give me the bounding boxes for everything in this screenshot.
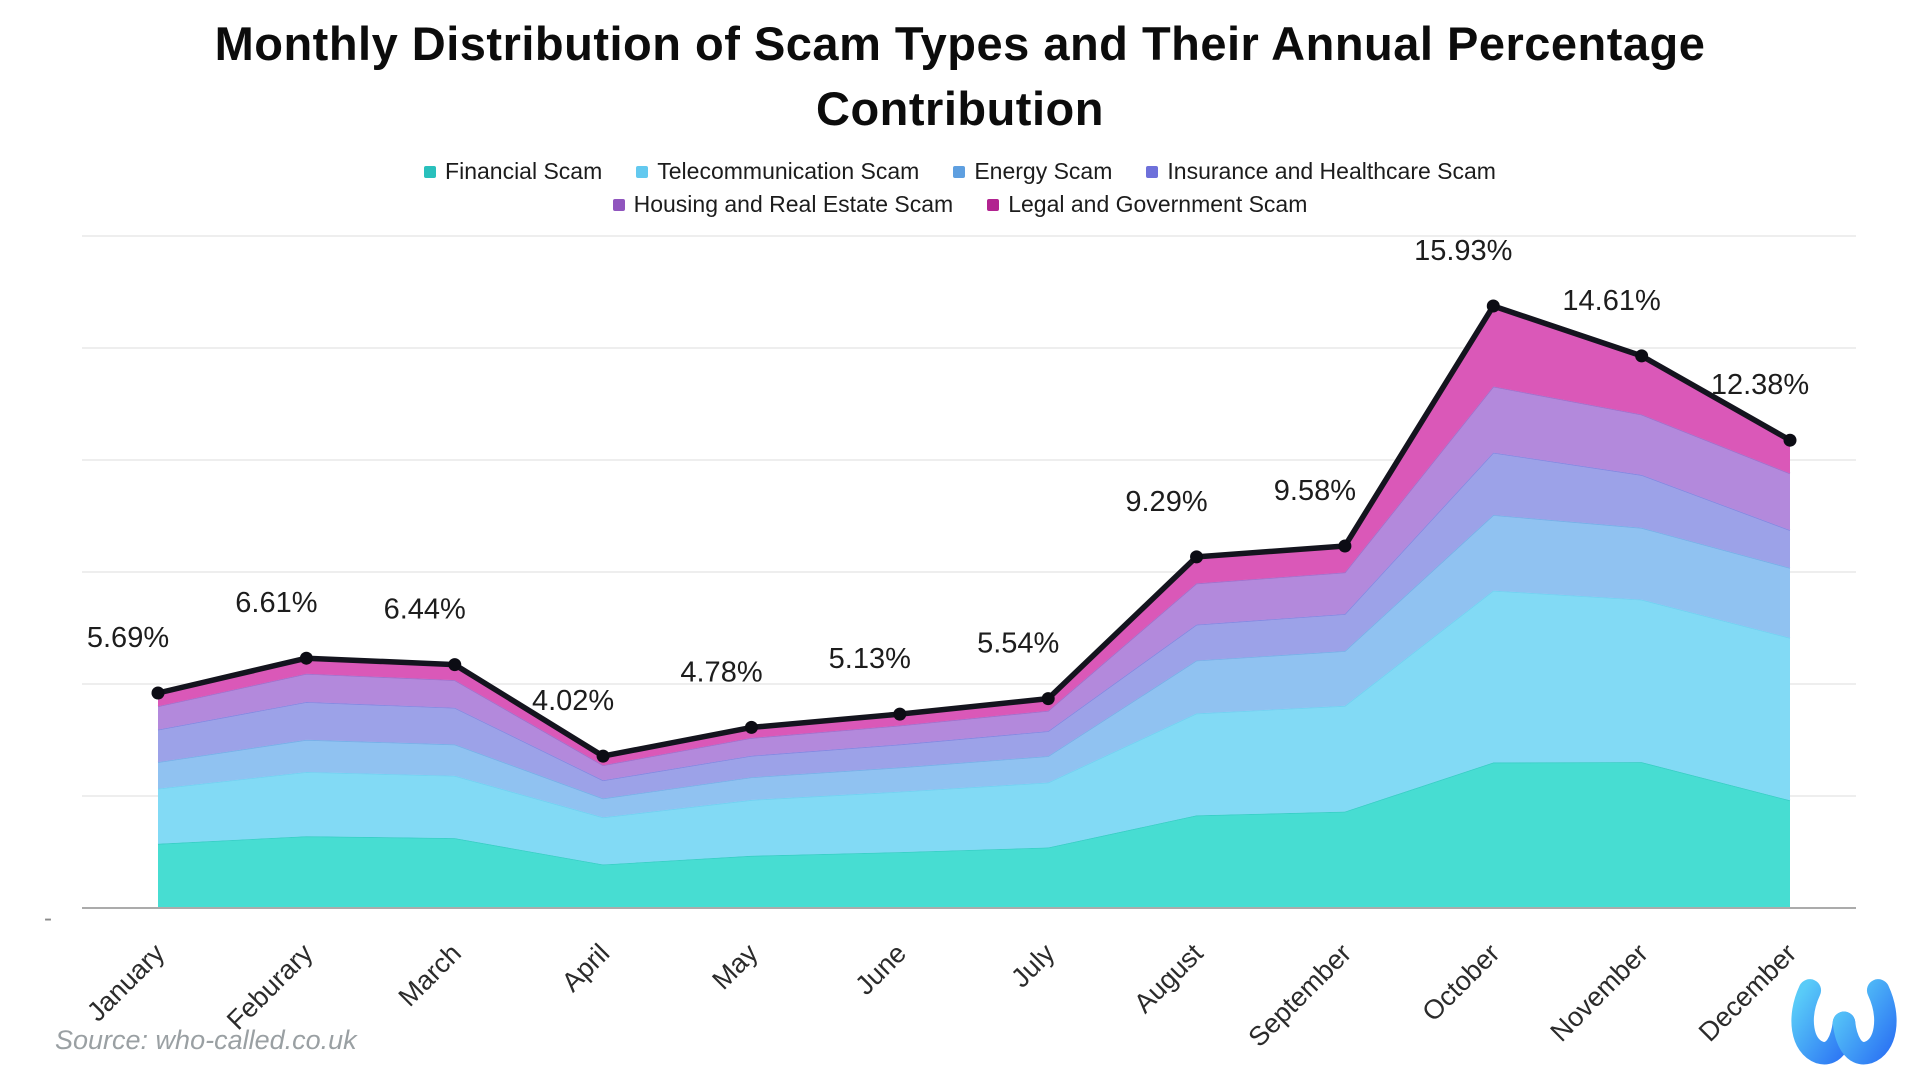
x-axis-label-august: August: [1128, 938, 1209, 1019]
x-axis-label-march: March: [393, 938, 467, 1012]
x-axis-label-may: May: [706, 938, 764, 996]
data-point-august: [1190, 550, 1204, 564]
legend-swatch-energy-scam: [953, 165, 966, 178]
legend-label-insurance-and-healthcare-scam: Insurance and Healthcare Scam: [1167, 158, 1496, 184]
x-axis-label-november: November: [1545, 938, 1654, 1047]
area-financial-scam: [158, 762, 1790, 908]
x-axis-label-april: April: [556, 938, 615, 997]
x-axis-label-december: December: [1693, 938, 1802, 1047]
legend-item-telecommunication-scam: Telecommunication Scam: [636, 158, 919, 185]
data-point-january: [151, 686, 165, 700]
data-point-march: [448, 658, 462, 672]
legend-swatch-insurance-and-healthcare-scam: [1146, 165, 1159, 178]
data-label-august: 9.29%: [1125, 486, 1207, 518]
legend-item-legal-and-government-scam: Legal and Government Scam: [987, 191, 1307, 218]
data-label-feburary: 6.61%: [235, 587, 317, 619]
legend-swatch-telecommunication-scam: [636, 165, 649, 178]
data-label-october: 15.93%: [1414, 235, 1512, 267]
data-label-january: 5.69%: [87, 622, 169, 654]
data-label-december: 12.38%: [1711, 369, 1809, 401]
data-label-september: 9.58%: [1274, 475, 1356, 507]
legend-label-energy-scam: Energy Scam: [974, 158, 1113, 184]
chart-title-line2: Contribution: [816, 81, 1104, 135]
legend-label-housing-and-real-estate-scam: Housing and Real Estate Scam: [633, 191, 954, 217]
data-point-feburary: [299, 651, 313, 665]
x-axis-label-january: January: [81, 938, 170, 1027]
total-line: [155, 303, 1793, 759]
chart-title: Monthly Distribution of Scam Types and T…: [0, 12, 1920, 142]
y-axis-tick-dash: -: [44, 905, 52, 932]
data-label-march: 6.44%: [384, 594, 466, 626]
data-label-june: 5.13%: [829, 643, 911, 675]
data-point-april: [596, 749, 610, 763]
legend-swatch-housing-and-real-estate-scam: [612, 198, 625, 211]
x-axis-label-september: September: [1243, 938, 1358, 1053]
legend-label-financial-scam: Financial Scam: [445, 158, 603, 184]
area-telecommunication-scam: [158, 590, 1790, 865]
data-label-may: 4.78%: [680, 656, 762, 688]
legend-swatch-legal-and-government-scam: [987, 198, 1000, 211]
legend-swatch-financial-scam: [424, 165, 437, 178]
data-point-july: [1041, 692, 1055, 706]
data-point-december: [1783, 433, 1797, 447]
area-insurance-and-healthcare-scam: [158, 452, 1790, 799]
data-label-april: 4.02%: [532, 685, 614, 717]
legend-item-energy-scam: Energy Scam: [953, 158, 1112, 185]
x-axis-label-october: October: [1416, 938, 1505, 1027]
data-point-may: [744, 720, 758, 734]
source-note: Source: who-called.co.uk: [55, 1025, 357, 1055]
legend-label-telecommunication-scam: Telecommunication Scam: [657, 158, 920, 184]
x-axis-label-feburary: Feburary: [221, 938, 319, 1036]
legend-item-insurance-and-healthcare-scam: Insurance and Healthcare Scam: [1146, 158, 1496, 185]
chart-title-line1: Monthly Distribution of Scam Types and T…: [214, 17, 1706, 70]
x-axis-label-july: July: [1005, 938, 1061, 994]
data-point-october: [1486, 299, 1500, 313]
data-point-november: [1635, 349, 1649, 363]
who-called-logo-icon: [1791, 979, 1897, 1065]
legend-label-legal-and-government-scam: Legal and Government Scam: [1008, 191, 1308, 217]
x-axis-label-june: June: [849, 938, 912, 1001]
data-point-september: [1338, 539, 1352, 553]
legend-item-housing-and-real-estate-scam: Housing and Real Estate Scam: [612, 191, 954, 218]
area-housing-and-real-estate-scam: [158, 386, 1790, 781]
legend: Financial Scam Telecommunication Scam Ener…: [330, 158, 1590, 218]
data-label-november: 14.61%: [1562, 285, 1660, 317]
data-point-june: [893, 707, 907, 721]
legend-item-financial-scam: Financial Scam: [424, 158, 602, 185]
area-outline-financial-scam: [157, 761, 1791, 866]
area-energy-scam: [158, 515, 1790, 818]
data-label-july: 5.54%: [977, 628, 1059, 660]
